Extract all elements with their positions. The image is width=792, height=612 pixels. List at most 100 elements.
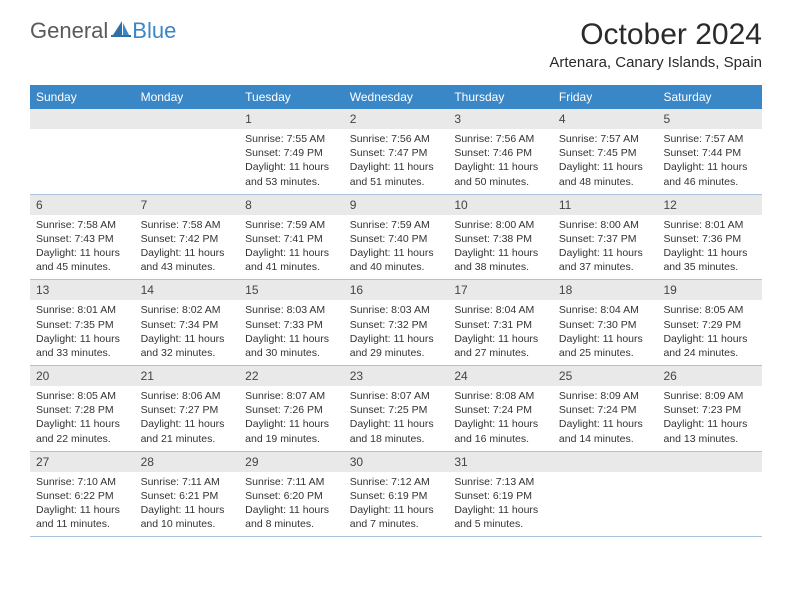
day-number: 5 bbox=[657, 109, 762, 129]
cell-body: Sunrise: 7:11 AMSunset: 6:20 PMDaylight:… bbox=[239, 472, 344, 537]
calendar-cell-empty bbox=[135, 109, 240, 194]
calendar-cell: 16Sunrise: 8:03 AMSunset: 7:32 PMDayligh… bbox=[344, 280, 449, 365]
sunset-line: Sunset: 6:22 PM bbox=[36, 489, 129, 503]
cell-body: Sunrise: 7:56 AMSunset: 7:47 PMDaylight:… bbox=[344, 129, 449, 194]
daylight-line: Daylight: 11 hours and 33 minutes. bbox=[36, 332, 129, 360]
sunset-line: Sunset: 7:46 PM bbox=[454, 146, 547, 160]
calendar-cell: 26Sunrise: 8:09 AMSunset: 7:23 PMDayligh… bbox=[657, 366, 762, 451]
week-row: 1Sunrise: 7:55 AMSunset: 7:49 PMDaylight… bbox=[30, 109, 762, 195]
day-number: 11 bbox=[553, 195, 658, 215]
sunset-line: Sunset: 7:31 PM bbox=[454, 318, 547, 332]
sunset-line: Sunset: 7:47 PM bbox=[350, 146, 443, 160]
daylight-line: Daylight: 11 hours and 32 minutes. bbox=[141, 332, 234, 360]
calendar-cell: 8Sunrise: 7:59 AMSunset: 7:41 PMDaylight… bbox=[239, 195, 344, 280]
calendar-cell: 14Sunrise: 8:02 AMSunset: 7:34 PMDayligh… bbox=[135, 280, 240, 365]
cell-body: Sunrise: 7:57 AMSunset: 7:44 PMDaylight:… bbox=[657, 129, 762, 194]
sunrise-line: Sunrise: 7:57 AM bbox=[559, 132, 652, 146]
sunset-line: Sunset: 6:19 PM bbox=[454, 489, 547, 503]
daylight-line: Daylight: 11 hours and 5 minutes. bbox=[454, 503, 547, 531]
daylight-line: Daylight: 11 hours and 51 minutes. bbox=[350, 160, 443, 188]
sunset-line: Sunset: 7:37 PM bbox=[559, 232, 652, 246]
cell-body: Sunrise: 8:06 AMSunset: 7:27 PMDaylight:… bbox=[135, 386, 240, 451]
daylight-line: Daylight: 11 hours and 24 minutes. bbox=[663, 332, 756, 360]
calendar-cell: 9Sunrise: 7:59 AMSunset: 7:40 PMDaylight… bbox=[344, 195, 449, 280]
daylight-line: Daylight: 11 hours and 25 minutes. bbox=[559, 332, 652, 360]
cell-body: Sunrise: 8:03 AMSunset: 7:32 PMDaylight:… bbox=[344, 300, 449, 365]
day-number: 19 bbox=[657, 280, 762, 300]
calendar-cell: 19Sunrise: 8:05 AMSunset: 7:29 PMDayligh… bbox=[657, 280, 762, 365]
sunset-line: Sunset: 6:21 PM bbox=[141, 489, 234, 503]
daylight-line: Daylight: 11 hours and 8 minutes. bbox=[245, 503, 338, 531]
sunset-line: Sunset: 7:25 PM bbox=[350, 403, 443, 417]
sunrise-line: Sunrise: 7:12 AM bbox=[350, 475, 443, 489]
cell-body: Sunrise: 8:05 AMSunset: 7:29 PMDaylight:… bbox=[657, 300, 762, 365]
calendar-cell: 20Sunrise: 8:05 AMSunset: 7:28 PMDayligh… bbox=[30, 366, 135, 451]
page-header: General Blue October 2024 Artenara, Cana… bbox=[0, 0, 792, 79]
calendar-cell: 30Sunrise: 7:12 AMSunset: 6:19 PMDayligh… bbox=[344, 452, 449, 537]
sunrise-line: Sunrise: 7:59 AM bbox=[245, 218, 338, 232]
calendar-cell: 28Sunrise: 7:11 AMSunset: 6:21 PMDayligh… bbox=[135, 452, 240, 537]
daylight-line: Daylight: 11 hours and 27 minutes. bbox=[454, 332, 547, 360]
sunrise-line: Sunrise: 8:00 AM bbox=[454, 218, 547, 232]
daylight-line: Daylight: 11 hours and 41 minutes. bbox=[245, 246, 338, 274]
sunset-line: Sunset: 7:32 PM bbox=[350, 318, 443, 332]
cell-body: Sunrise: 8:09 AMSunset: 7:23 PMDaylight:… bbox=[657, 386, 762, 451]
daylight-line: Daylight: 11 hours and 38 minutes. bbox=[454, 246, 547, 274]
weekday-header: Tuesday bbox=[239, 85, 344, 109]
sunset-line: Sunset: 7:43 PM bbox=[36, 232, 129, 246]
weekday-header: Monday bbox=[135, 85, 240, 109]
day-number: 22 bbox=[239, 366, 344, 386]
cell-body bbox=[657, 472, 762, 532]
sunrise-line: Sunrise: 8:07 AM bbox=[245, 389, 338, 403]
day-number: 24 bbox=[448, 366, 553, 386]
day-number: 17 bbox=[448, 280, 553, 300]
day-number: 9 bbox=[344, 195, 449, 215]
cell-body bbox=[30, 129, 135, 189]
weekday-header: Friday bbox=[553, 85, 658, 109]
sunrise-line: Sunrise: 7:55 AM bbox=[245, 132, 338, 146]
cell-body: Sunrise: 7:57 AMSunset: 7:45 PMDaylight:… bbox=[553, 129, 658, 194]
weekday-header: Wednesday bbox=[344, 85, 449, 109]
sunrise-line: Sunrise: 8:09 AM bbox=[559, 389, 652, 403]
cell-body: Sunrise: 7:11 AMSunset: 6:21 PMDaylight:… bbox=[135, 472, 240, 537]
sunset-line: Sunset: 6:19 PM bbox=[350, 489, 443, 503]
weekday-header: Sunday bbox=[30, 85, 135, 109]
sunrise-line: Sunrise: 8:08 AM bbox=[454, 389, 547, 403]
daylight-line: Daylight: 11 hours and 13 minutes. bbox=[663, 417, 756, 445]
daylight-line: Daylight: 11 hours and 30 minutes. bbox=[245, 332, 338, 360]
daylight-line: Daylight: 11 hours and 40 minutes. bbox=[350, 246, 443, 274]
calendar-cell: 12Sunrise: 8:01 AMSunset: 7:36 PMDayligh… bbox=[657, 195, 762, 280]
daylight-line: Daylight: 11 hours and 45 minutes. bbox=[36, 246, 129, 274]
cell-body: Sunrise: 7:10 AMSunset: 6:22 PMDaylight:… bbox=[30, 472, 135, 537]
calendar-cell: 31Sunrise: 7:13 AMSunset: 6:19 PMDayligh… bbox=[448, 452, 553, 537]
weekday-header: Thursday bbox=[448, 85, 553, 109]
daylight-line: Daylight: 11 hours and 46 minutes. bbox=[663, 160, 756, 188]
sunset-line: Sunset: 7:26 PM bbox=[245, 403, 338, 417]
calendar-cell: 7Sunrise: 7:58 AMSunset: 7:42 PMDaylight… bbox=[135, 195, 240, 280]
day-number: 4 bbox=[553, 109, 658, 129]
calendar-cell: 25Sunrise: 8:09 AMSunset: 7:24 PMDayligh… bbox=[553, 366, 658, 451]
calendar-cell: 2Sunrise: 7:56 AMSunset: 7:47 PMDaylight… bbox=[344, 109, 449, 194]
cell-body: Sunrise: 8:09 AMSunset: 7:24 PMDaylight:… bbox=[553, 386, 658, 451]
cell-body: Sunrise: 8:04 AMSunset: 7:30 PMDaylight:… bbox=[553, 300, 658, 365]
sunrise-line: Sunrise: 8:07 AM bbox=[350, 389, 443, 403]
calendar-cell-empty bbox=[657, 452, 762, 537]
sunset-line: Sunset: 7:28 PM bbox=[36, 403, 129, 417]
calendar-cell: 11Sunrise: 8:00 AMSunset: 7:37 PMDayligh… bbox=[553, 195, 658, 280]
calendar-cell: 27Sunrise: 7:10 AMSunset: 6:22 PMDayligh… bbox=[30, 452, 135, 537]
sunrise-line: Sunrise: 7:56 AM bbox=[350, 132, 443, 146]
week-row: 20Sunrise: 8:05 AMSunset: 7:28 PMDayligh… bbox=[30, 366, 762, 452]
calendar-cell: 29Sunrise: 7:11 AMSunset: 6:20 PMDayligh… bbox=[239, 452, 344, 537]
sunrise-line: Sunrise: 8:04 AM bbox=[454, 303, 547, 317]
sunrise-line: Sunrise: 7:11 AM bbox=[245, 475, 338, 489]
day-number: 16 bbox=[344, 280, 449, 300]
sunrise-line: Sunrise: 8:00 AM bbox=[559, 218, 652, 232]
calendar-cell-empty bbox=[30, 109, 135, 194]
calendar-cell: 1Sunrise: 7:55 AMSunset: 7:49 PMDaylight… bbox=[239, 109, 344, 194]
daylight-line: Daylight: 11 hours and 35 minutes. bbox=[663, 246, 756, 274]
day-number: 13 bbox=[30, 280, 135, 300]
sunset-line: Sunset: 7:27 PM bbox=[141, 403, 234, 417]
location-text: Artenara, Canary Islands, Spain bbox=[549, 54, 762, 71]
day-number-bar bbox=[30, 109, 135, 129]
day-number: 7 bbox=[135, 195, 240, 215]
